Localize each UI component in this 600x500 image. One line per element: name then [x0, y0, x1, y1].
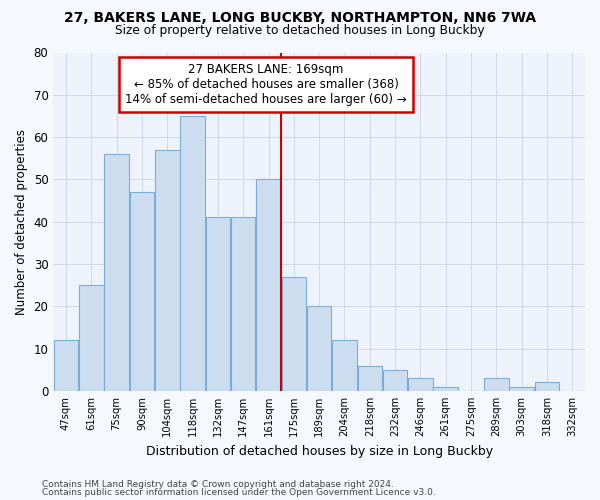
Bar: [256, 180, 281, 391]
Bar: [484, 378, 509, 391]
Bar: [281, 276, 306, 391]
Bar: [130, 192, 154, 391]
Bar: [155, 150, 179, 391]
Bar: [509, 386, 534, 391]
Bar: [231, 218, 256, 391]
X-axis label: Distribution of detached houses by size in Long Buckby: Distribution of detached houses by size …: [146, 444, 493, 458]
Text: Size of property relative to detached houses in Long Buckby: Size of property relative to detached ho…: [115, 24, 485, 37]
Text: 27, BAKERS LANE, LONG BUCKBY, NORTHAMPTON, NN6 7WA: 27, BAKERS LANE, LONG BUCKBY, NORTHAMPTO…: [64, 11, 536, 25]
Bar: [358, 366, 382, 391]
Text: 27 BAKERS LANE: 169sqm
← 85% of detached houses are smaller (368)
14% of semi-de: 27 BAKERS LANE: 169sqm ← 85% of detached…: [125, 62, 407, 106]
Bar: [307, 306, 331, 391]
Bar: [383, 370, 407, 391]
Bar: [206, 218, 230, 391]
Bar: [535, 382, 559, 391]
Bar: [408, 378, 433, 391]
Text: Contains public sector information licensed under the Open Government Licence v3: Contains public sector information licen…: [42, 488, 436, 497]
Bar: [180, 116, 205, 391]
Bar: [79, 285, 104, 391]
Bar: [433, 386, 458, 391]
Text: Contains HM Land Registry data © Crown copyright and database right 2024.: Contains HM Land Registry data © Crown c…: [42, 480, 394, 489]
Y-axis label: Number of detached properties: Number of detached properties: [15, 128, 28, 314]
Bar: [104, 154, 129, 391]
Bar: [332, 340, 357, 391]
Bar: [53, 340, 78, 391]
